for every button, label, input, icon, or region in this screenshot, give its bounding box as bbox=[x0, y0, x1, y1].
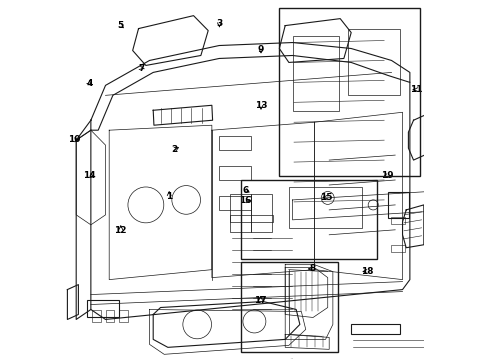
Text: 13: 13 bbox=[254, 101, 267, 110]
Bar bbox=[350, 324, 399, 334]
Bar bbox=[230, 194, 250, 232]
Text: 11: 11 bbox=[409, 85, 421, 94]
Text: 8: 8 bbox=[309, 265, 315, 274]
Text: 9: 9 bbox=[257, 45, 264, 54]
Text: 16: 16 bbox=[239, 196, 251, 205]
Text: 15: 15 bbox=[319, 193, 332, 202]
Bar bbox=[292, 36, 339, 111]
Bar bbox=[105, 310, 114, 323]
Text: 7: 7 bbox=[138, 64, 144, 73]
Bar bbox=[250, 194, 271, 232]
Bar bbox=[241, 262, 337, 352]
Bar bbox=[241, 180, 376, 259]
Text: 14: 14 bbox=[83, 171, 96, 180]
Text: 10: 10 bbox=[68, 135, 80, 144]
Text: 12: 12 bbox=[114, 226, 127, 235]
Text: 6: 6 bbox=[242, 185, 248, 194]
Bar bbox=[347, 28, 399, 95]
Text: 18: 18 bbox=[361, 267, 373, 276]
Bar bbox=[219, 166, 251, 180]
Bar bbox=[278, 8, 419, 176]
Bar bbox=[219, 195, 251, 210]
Text: 4: 4 bbox=[86, 79, 93, 88]
Bar bbox=[390, 244, 405, 252]
Bar bbox=[288, 186, 362, 228]
Bar bbox=[119, 310, 128, 323]
Bar bbox=[219, 136, 251, 150]
Bar bbox=[230, 215, 273, 222]
Text: 2: 2 bbox=[171, 145, 177, 154]
Bar bbox=[87, 300, 119, 318]
Text: 19: 19 bbox=[380, 171, 393, 180]
Text: 1: 1 bbox=[166, 192, 172, 201]
Text: 17: 17 bbox=[254, 296, 266, 305]
Bar bbox=[91, 310, 101, 323]
Bar bbox=[390, 217, 405, 224]
Text: 3: 3 bbox=[216, 19, 222, 28]
Bar bbox=[387, 192, 408, 218]
Text: 5: 5 bbox=[117, 21, 123, 30]
